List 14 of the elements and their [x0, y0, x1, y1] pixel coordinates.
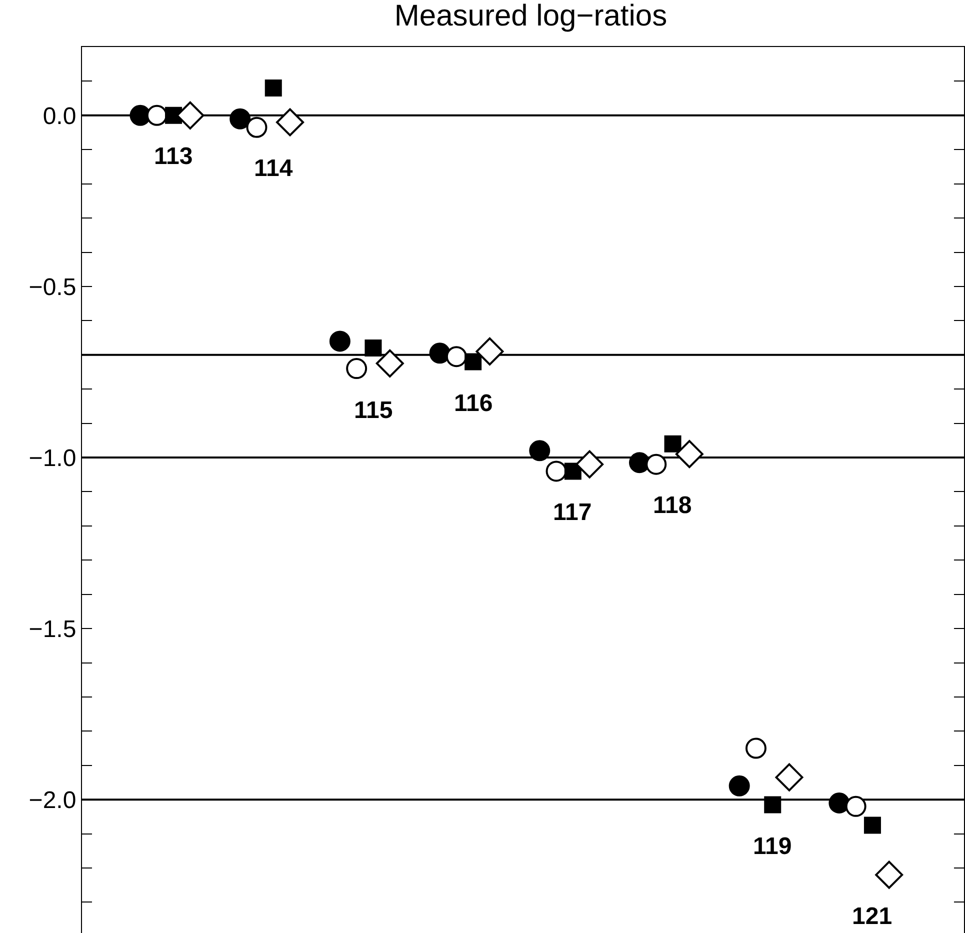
annotation: 116 [454, 390, 493, 417]
annotation: 113 [154, 143, 193, 170]
annotation: 115 [354, 397, 393, 424]
annotation: 121 [852, 903, 892, 930]
chart-title: Measured log−ratios [394, 0, 668, 33]
annotation: 118 [653, 492, 692, 519]
y-tick-label: −1.0 [28, 444, 76, 472]
annotation: 119 [753, 833, 792, 860]
y-tick-label: −2.0 [28, 786, 76, 814]
annotation: 114 [254, 155, 294, 182]
y-tick-label: −0.5 [28, 274, 76, 301]
annotation: 117 [553, 499, 592, 526]
y-tick-label: 0.0 [42, 102, 76, 130]
y-tick-label: −1.5 [28, 616, 76, 643]
